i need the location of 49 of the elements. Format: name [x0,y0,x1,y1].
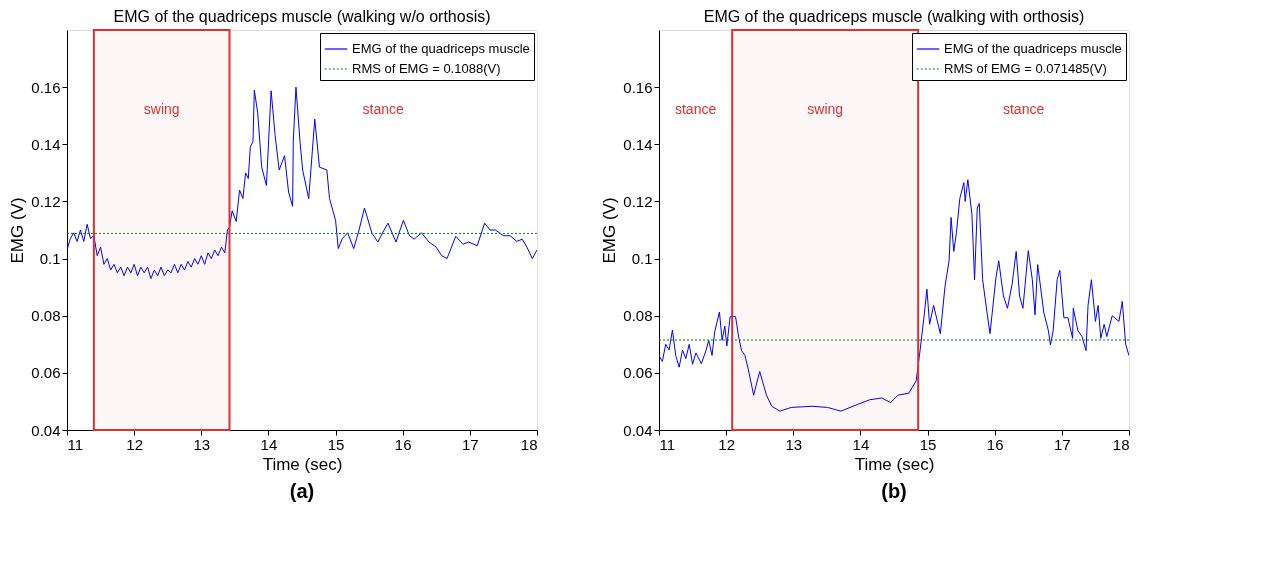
x-tick-label: 13 [785,435,803,453]
y-tick-label: 0.08 [623,307,653,325]
line-series [67,86,537,280]
y-tick-label: 0.12 [623,192,653,210]
x-tick-label: 15 [327,435,345,453]
y-tick-label: 0.1 [39,250,61,268]
y-tick-label: 0.14 [623,135,653,153]
y-axis-title: EMG (V) [600,197,620,264]
y-tick-label: 0.16 [31,78,61,96]
x-tick-label: 11 [67,435,84,453]
x-tick-label: 12 [126,435,143,453]
text: (a) [289,480,315,502]
x-tick-label: 16 [986,435,1004,453]
legend-label: RMS of EMG = 0.1088(V) [352,61,501,76]
y-tick-label: 0.04 [623,421,653,439]
legend-label: EMG of the quadriceps muscle [944,41,1122,56]
y-axis-title: EMG (V) [8,197,28,264]
x-tick-label: 13 [193,435,211,453]
x-tick-label: 17 [462,435,479,453]
chart-title: EMG of the quadriceps muscle (walking with orthosis) [703,8,1085,25]
band-label: swing [143,101,180,117]
y-tick-label: 0.14 [31,135,61,153]
y-tick-label: 0.06 [31,364,61,382]
y-tick-label: 0.1 [631,250,653,268]
legend-label: EMG of the quadriceps muscle [352,41,530,56]
x-tick-label: 15 [919,435,937,453]
y-tick-label: 0.04 [31,421,61,439]
x-tick-label: 11 [659,435,676,453]
x-tick-label: 18 [520,435,538,453]
x-tick-label: 17 [1054,435,1071,453]
x-tick-label: 14 [852,435,870,453]
chart-title: EMG of the quadriceps muscle (walking w/o orthosis) [113,8,491,25]
annotation: stance [674,101,717,117]
y-tick-label: 0.08 [31,307,61,325]
text: (b) [881,480,907,502]
x-axis-title: Time (sec) [854,454,935,474]
line-series [659,179,1129,412]
x-tick-label: 16 [394,435,412,453]
x-tick-label: 18 [1112,435,1130,453]
y-tick-label: 0.16 [623,78,653,96]
x-tick-label: 12 [718,435,735,453]
x-tick-label: 14 [260,435,278,453]
band-label: swing [807,101,844,117]
annotation: stance [362,101,405,117]
annotation: stance [1002,101,1045,117]
legend-label: RMS of EMG = 0.071485(V) [944,61,1107,76]
x-axis-title: Time (sec) [262,454,343,474]
y-tick-label: 0.06 [623,364,653,382]
y-tick-label: 0.12 [31,192,61,210]
